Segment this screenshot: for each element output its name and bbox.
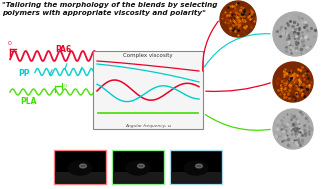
Text: PLA: PLA [20, 98, 36, 106]
Circle shape [273, 62, 313, 102]
Ellipse shape [126, 161, 150, 175]
Ellipse shape [80, 164, 87, 168]
Text: Angular frequency, ω: Angular frequency, ω [125, 123, 171, 128]
Circle shape [273, 12, 317, 56]
Text: O: O [64, 84, 67, 88]
Text: PA6: PA6 [55, 44, 71, 53]
Ellipse shape [195, 164, 203, 168]
Ellipse shape [68, 161, 92, 175]
Text: PP: PP [18, 70, 30, 78]
FancyBboxPatch shape [170, 150, 222, 184]
Text: O: O [8, 41, 12, 46]
Ellipse shape [184, 161, 208, 175]
FancyBboxPatch shape [171, 172, 221, 183]
Text: Complex viscosity: Complex viscosity [123, 53, 173, 58]
FancyBboxPatch shape [113, 172, 163, 183]
Text: "Tailoring the morphology of the blends by selecting
polymers with appropriate v: "Tailoring the morphology of the blends … [2, 2, 217, 16]
FancyBboxPatch shape [93, 51, 203, 129]
Ellipse shape [137, 164, 145, 168]
FancyBboxPatch shape [112, 150, 164, 184]
Circle shape [220, 1, 256, 37]
FancyBboxPatch shape [54, 150, 106, 184]
Circle shape [273, 109, 313, 149]
FancyBboxPatch shape [55, 172, 105, 183]
